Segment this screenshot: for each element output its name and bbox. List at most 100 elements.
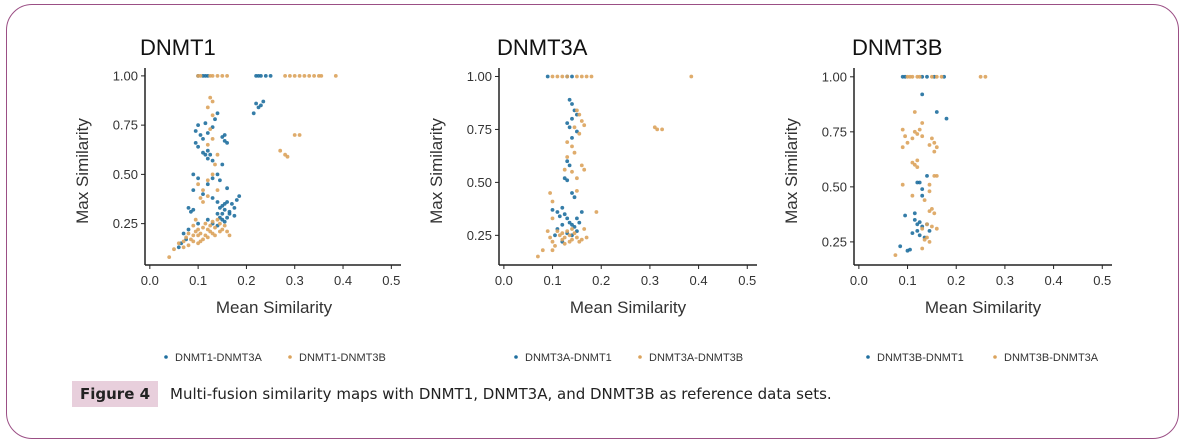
data-point <box>922 198 927 203</box>
data-point <box>903 134 907 139</box>
data-point <box>210 113 215 118</box>
data-point <box>917 233 922 238</box>
x-tick-label: 0.5 <box>1093 273 1111 288</box>
data-point <box>660 127 664 132</box>
data-point <box>555 210 560 214</box>
data-point <box>191 239 196 244</box>
data-point <box>205 217 210 222</box>
data-point <box>567 163 572 168</box>
data-point <box>201 200 205 204</box>
data-point <box>225 215 230 220</box>
data-point <box>205 194 210 199</box>
data-point <box>191 233 196 238</box>
data-point <box>550 216 555 221</box>
data-point <box>925 74 929 79</box>
data-point <box>900 127 905 132</box>
data-point <box>910 193 915 198</box>
data-point <box>920 187 925 192</box>
data-point <box>548 235 552 240</box>
data-point <box>292 133 297 137</box>
data-point <box>203 233 208 238</box>
data-point <box>230 202 234 206</box>
data-point <box>930 136 934 141</box>
y-tick-label: 0.75 <box>113 118 138 133</box>
data-point <box>934 174 939 178</box>
data-point <box>254 101 258 106</box>
data-point <box>186 231 191 236</box>
data-point <box>312 74 316 78</box>
data-point <box>579 163 584 168</box>
y-tick-label: 0.75 <box>467 122 492 137</box>
data-point <box>562 167 567 172</box>
data-point <box>186 206 191 210</box>
x-tick-label: 0.3 <box>996 273 1014 288</box>
y-tick-label: 0.50 <box>822 179 847 194</box>
data-point <box>579 237 584 242</box>
data-point <box>570 227 574 231</box>
data-point <box>215 74 220 78</box>
data-point <box>176 245 181 250</box>
data-point <box>196 176 201 181</box>
data-point <box>925 235 929 240</box>
data-point <box>278 148 283 153</box>
data-point <box>186 227 191 232</box>
legend-marker-orange <box>993 355 997 359</box>
data-point <box>196 221 201 226</box>
data-point <box>555 229 560 234</box>
data-point <box>930 74 934 79</box>
data-point <box>557 214 562 219</box>
series-dnmt1-dnmt3b <box>167 74 338 259</box>
data-point <box>575 216 579 221</box>
data-point <box>196 182 201 187</box>
data-point <box>550 239 555 244</box>
y-axis-label: Max Similarity <box>73 118 92 224</box>
data-point <box>560 74 565 79</box>
data-point <box>560 231 565 236</box>
data-point <box>575 176 579 181</box>
data-point <box>201 225 205 230</box>
data-point <box>201 188 205 193</box>
data-point <box>218 178 222 183</box>
data-point <box>570 222 574 227</box>
data-point <box>210 176 215 181</box>
data-point <box>900 145 905 150</box>
data-point <box>577 239 582 244</box>
legend-label: DNMT3B-DNMT3A <box>1004 352 1099 364</box>
data-point <box>910 136 915 141</box>
x-axis-label: Mean Similarity <box>925 298 1042 317</box>
data-point <box>927 182 932 187</box>
x-tick-label: 0.4 <box>1045 273 1063 288</box>
data-point <box>218 206 222 210</box>
data-point <box>203 152 208 157</box>
data-point <box>540 248 545 253</box>
data-point <box>594 210 599 214</box>
chart-title: DNMT1 <box>140 35 216 60</box>
data-point <box>201 137 205 141</box>
data-point <box>191 223 196 228</box>
y-axis-label: Max Similarity <box>782 118 801 224</box>
data-point <box>297 74 302 78</box>
x-tick-label: 0.4 <box>690 273 708 288</box>
y-tick-label: 0.25 <box>822 234 847 249</box>
data-point <box>191 172 196 177</box>
data-point <box>567 97 572 102</box>
data-point <box>927 240 932 244</box>
data-point <box>920 226 925 231</box>
y-tick-label: 0.25 <box>467 228 492 243</box>
data-point <box>220 74 225 78</box>
data-point <box>292 74 297 78</box>
data-point <box>912 211 917 216</box>
panel-dnmt3b: DNMT3B Max Similarity Mean Similarity 0.… <box>782 35 1112 317</box>
y-axis-label: Max Similarity <box>427 118 446 224</box>
data-point <box>307 74 312 78</box>
data-point <box>234 198 239 202</box>
data-point <box>167 255 172 259</box>
data-point <box>213 225 217 230</box>
data-point <box>210 74 215 78</box>
data-point <box>572 150 577 155</box>
x-tick-label: 0.2 <box>592 273 610 288</box>
series-dnmt1-dnmt3a <box>176 74 273 250</box>
data-point <box>922 237 927 242</box>
data-point <box>934 74 939 79</box>
data-point <box>577 131 582 136</box>
